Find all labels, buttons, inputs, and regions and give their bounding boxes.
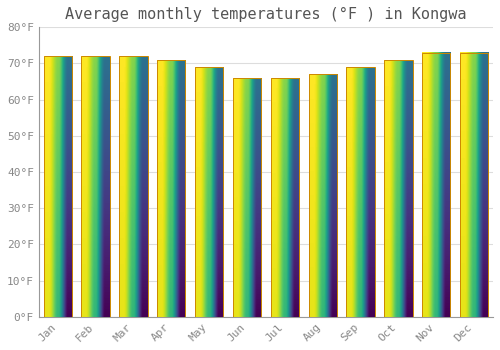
Bar [384,60,412,317]
Bar [270,78,299,317]
Bar [460,52,488,317]
Bar [233,78,261,317]
Bar [308,74,337,317]
Bar [82,56,110,317]
Title: Average monthly temperatures (°F ) in Kongwa: Average monthly temperatures (°F ) in Ko… [65,7,466,22]
Bar [346,67,375,317]
Bar [157,60,186,317]
Bar [44,56,72,317]
Bar [422,52,450,317]
Bar [119,56,148,317]
Bar [195,67,224,317]
